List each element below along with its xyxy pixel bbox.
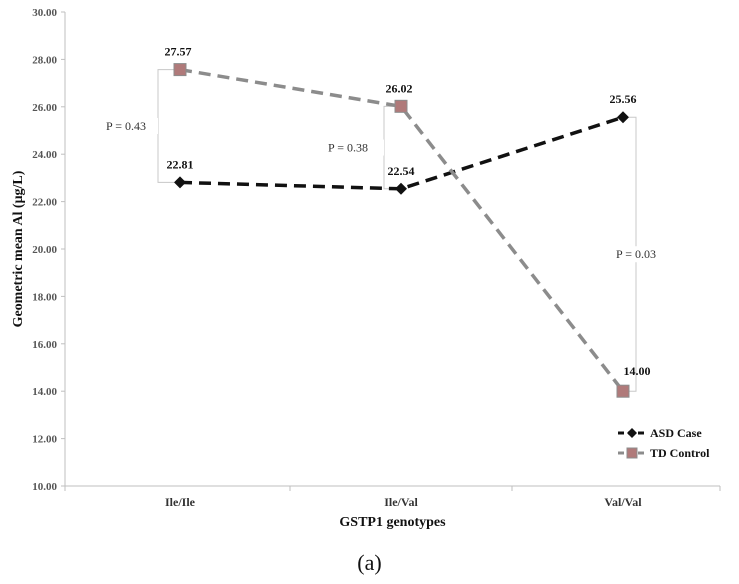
data-point-diamond — [617, 111, 629, 124]
legend-marker-diamond — [627, 428, 637, 438]
data-label: 26.02 — [386, 81, 413, 95]
p-value-brackets: P = 0.43 P = 0.38 P = 0.03 — [104, 69, 664, 392]
x-tick-label: Ile/Val — [384, 495, 418, 509]
axes: 10.00 12.00 14.00 16.00 18.00 20.00 22.00 24.00… — [11, 7, 721, 530]
data-label: 14.00 — [624, 364, 651, 378]
series-markers — [173, 63, 630, 398]
legend-label: ASD Case — [650, 426, 702, 440]
figure-caption: (a) — [357, 550, 382, 575]
p-value-label-bg — [104, 117, 158, 134]
data-point-square — [616, 384, 630, 398]
legend-marker-square — [626, 447, 638, 459]
series-line-td-control — [179, 67, 625, 393]
line-chart: 10.00 12.00 14.00 16.00 18.00 20.00 22.00 24.00… — [11, 7, 721, 530]
y-tick-label: 10.00 — [32, 481, 57, 493]
y-tick-label: 20.00 — [32, 244, 57, 256]
p-value-label-bg — [608, 246, 664, 263]
y-tick-label: 24.00 — [32, 149, 57, 161]
y-axis-title: Geometric mean Al (μg/L) — [11, 170, 26, 327]
x-tick-label: Ile/Ile — [165, 495, 196, 509]
data-label: 27.57 — [165, 45, 192, 59]
x-tick-label: Val/Val — [604, 495, 642, 509]
data-point-diamond — [395, 182, 407, 195]
p-value-label-bg — [330, 139, 384, 156]
y-tick-label: 26.00 — [32, 102, 57, 114]
y-tick-label: 16.00 — [32, 339, 57, 351]
y-tick-label: 18.00 — [32, 291, 57, 303]
series-lines — [179, 67, 625, 393]
data-label: 22.54 — [388, 164, 415, 178]
x-axis-title: GSTP1 genotypes — [339, 515, 446, 530]
legend-label: TD Control — [650, 446, 710, 460]
y-tick-label: 30.00 — [32, 7, 57, 19]
legend: ASD Case TD Control — [618, 426, 710, 460]
y-tick-label: 28.00 — [32, 54, 57, 66]
data-label: 25.56 — [610, 92, 637, 106]
data-labels: 22.81 22.54 25.56 27.57 26.02 14.00 — [165, 45, 651, 379]
y-tick-label: 14.00 — [32, 386, 57, 398]
y-tick-label: 22.00 — [32, 197, 57, 209]
p-value-label: P = 0.43 — [106, 119, 146, 133]
data-label: 22.81 — [167, 157, 194, 171]
p-value-label: P = 0.03 — [616, 247, 656, 261]
data-point-square — [173, 63, 187, 77]
y-tick-label: 12.00 — [32, 434, 57, 446]
data-point-diamond — [174, 176, 186, 189]
p-value-label: P = 0.38 — [328, 141, 368, 155]
data-point-square — [394, 99, 408, 113]
series-line-asd-case — [179, 115, 624, 191]
